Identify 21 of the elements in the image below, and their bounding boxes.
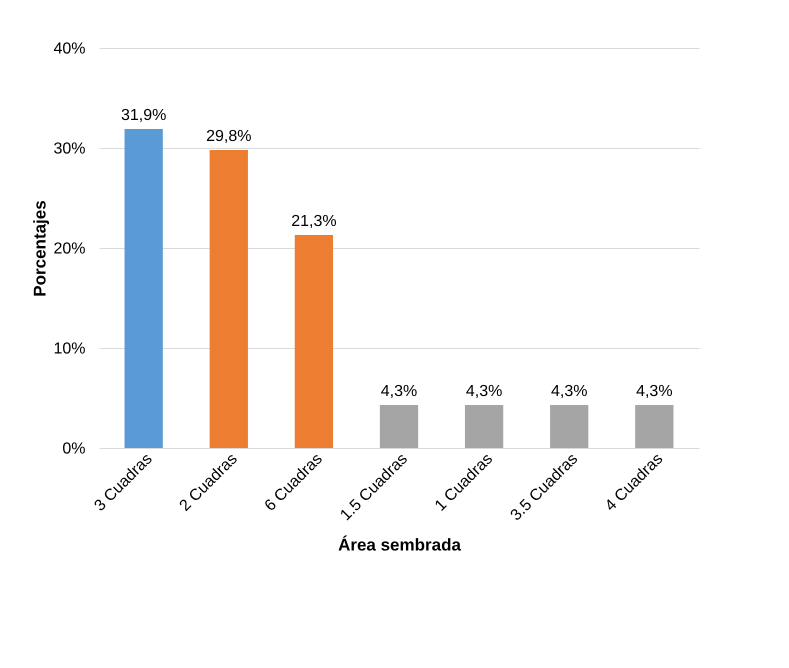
x-axis-title: Área sembrada (338, 534, 462, 554)
bar (380, 405, 418, 448)
y-axis-title: Porcentajes (30, 200, 50, 297)
data-label: 29,8% (206, 128, 252, 145)
bar (210, 150, 248, 448)
bar (294, 235, 334, 448)
bar (124, 129, 163, 448)
data-label: 4,3% (466, 383, 502, 400)
data-label: 21,3% (291, 213, 337, 230)
y-tick-label: 10% (53, 340, 86, 358)
data-label: 4,3% (380, 383, 418, 400)
y-tick-label: 0% (62, 440, 86, 458)
bar (550, 405, 588, 448)
data-label: 31,9% (120, 107, 166, 124)
y-tick-label: 20% (53, 240, 86, 258)
data-label: 4,3% (636, 383, 673, 400)
y-tick-label: 30% (53, 140, 86, 158)
bar (635, 405, 674, 448)
data-label: 4,3% (550, 383, 588, 400)
y-tick-label: 40% (53, 40, 86, 58)
bar (464, 405, 504, 448)
